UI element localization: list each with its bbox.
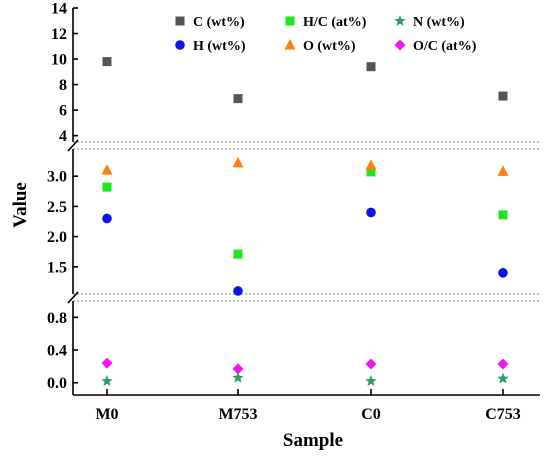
break-mark-1	[67, 139, 79, 152]
y-tick-label: 12	[51, 26, 67, 43]
y-tick-label: 6	[59, 103, 67, 120]
legend-label-o-c-at: O/C (at%)	[413, 39, 477, 54]
data-point-o-wt	[497, 165, 509, 176]
data-point-h-c-at	[233, 249, 243, 259]
y-tick-label: 3.0	[47, 169, 67, 186]
y-tick-label: 8	[59, 77, 67, 94]
y-tick-label: 4	[59, 128, 67, 145]
y-tick-label: 0.4	[47, 343, 67, 360]
y-tick-label: 0.8	[47, 310, 67, 327]
data-point-o-wt	[101, 164, 113, 175]
y-tick-label: 14	[51, 1, 67, 18]
legend-marker-h-wt	[175, 40, 185, 50]
y-tick-label: 10	[51, 52, 67, 69]
y-ticks: 4 6 8 10 12 14 1.5 2.0 2.5 3.0 0.0 0.4 0.8	[47, 1, 78, 392]
data-point-o-c-at	[365, 358, 377, 370]
legend-label-h-c-at: H/C (at%)	[303, 15, 367, 30]
data-point-n-wt	[101, 375, 113, 386]
x-ticks: M0 M753 C0 C753	[95, 389, 521, 423]
data-point-o-wt	[232, 156, 244, 168]
y-tick-label: 2.5	[47, 199, 67, 216]
data-point-o-c-at	[232, 363, 244, 375]
x-tick-label: C753	[485, 406, 521, 423]
y-tick-label: 0.0	[47, 375, 67, 392]
legend-label-o-wt: O (wt%)	[303, 39, 356, 54]
legend-marker-o-wt	[284, 39, 296, 50]
data-point-h-wt	[233, 286, 243, 296]
data-point-h-wt	[102, 213, 112, 224]
data-point-o-c-at	[497, 358, 509, 370]
data-point-n-wt	[232, 371, 244, 383]
data-point-h-wt	[366, 207, 376, 218]
data-point-c-wt	[366, 62, 376, 72]
break-mark-2	[67, 291, 79, 304]
legend-marker-o-c-at	[394, 39, 406, 51]
legend: C (wt%) H (wt%) H/C (at%) O (wt%) N (wt%) O/C…	[175, 15, 477, 54]
y-tick-label: 2.0	[47, 229, 67, 246]
data-point-o-wt	[365, 159, 377, 170]
data-point-h-c-at	[102, 182, 112, 192]
x-tick-label: M0	[95, 406, 118, 423]
data-markers	[101, 57, 509, 386]
legend-label-h-wt: H (wt%)	[193, 39, 246, 54]
data-point-c-wt	[102, 57, 112, 67]
x-tick-label: C0	[361, 406, 381, 423]
data-point-h-c-at	[366, 167, 376, 177]
legend-label-n-wt: N (wt%)	[413, 15, 465, 30]
axis-break-indicators	[67, 139, 540, 304]
data-point-n-wt	[365, 375, 377, 386]
data-point-c-wt	[233, 94, 243, 104]
y-axis-title: Value	[10, 182, 31, 228]
legend-marker-n-wt	[394, 15, 406, 26]
data-point-n-wt	[497, 372, 509, 384]
y-tick-label: 1.5	[47, 259, 67, 276]
data-point-c-wt	[498, 91, 508, 101]
data-point-h-wt	[498, 268, 508, 278]
legend-marker-h-c-at	[285, 16, 295, 26]
x-axis-title: Sample	[283, 430, 343, 451]
legend-label-c-wt: C (wt%)	[193, 15, 245, 30]
data-point-o-c-at	[101, 357, 113, 369]
legend-marker-c-wt	[175, 16, 185, 26]
x-tick-label: M753	[218, 406, 257, 423]
data-point-h-c-at	[498, 210, 508, 220]
